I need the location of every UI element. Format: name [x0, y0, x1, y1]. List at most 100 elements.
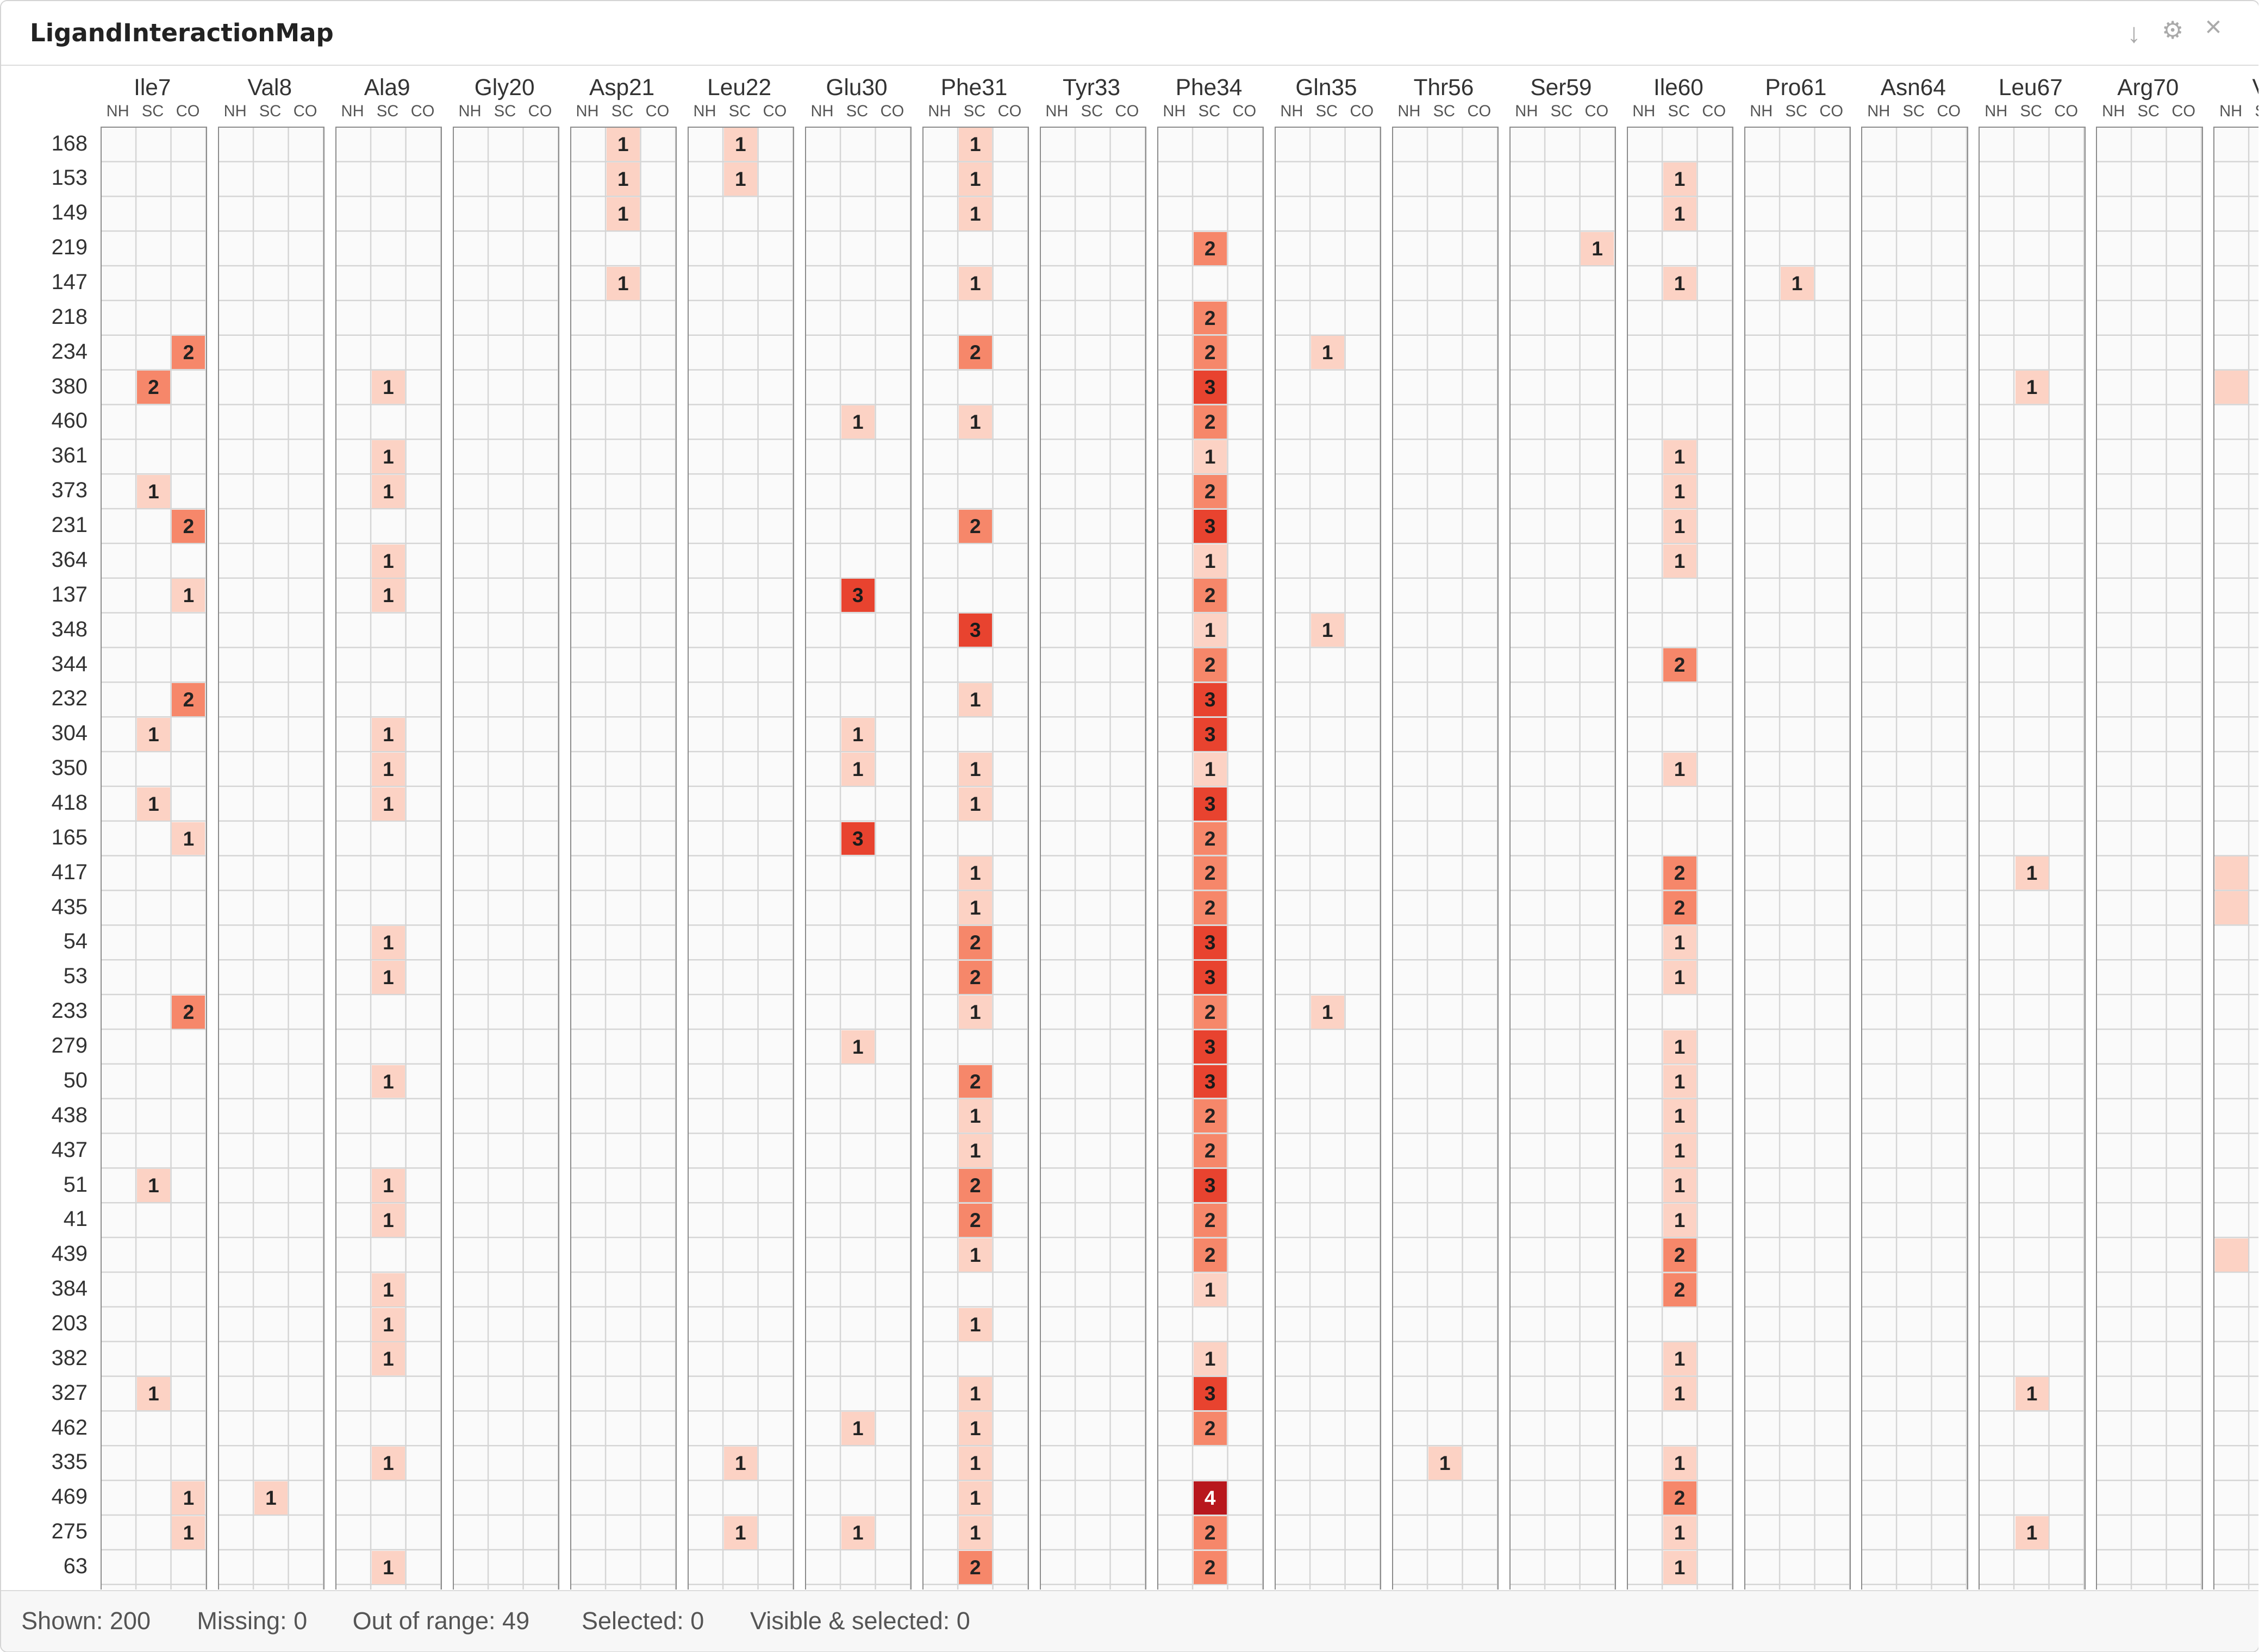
- interaction-cell[interactable]: 2: [1193, 1238, 1227, 1272]
- interaction-cell[interactable]: 1: [371, 371, 405, 404]
- interaction-cell[interactable]: 1: [1663, 1134, 1696, 1168]
- interaction-cell[interactable]: 2: [1193, 822, 1227, 855]
- interaction-cell[interactable]: 2: [958, 1204, 992, 1237]
- interaction-cell[interactable]: 1: [371, 544, 405, 578]
- residue-header-ala9[interactable]: Ala9: [364, 74, 410, 101]
- interaction-cell[interactable]: 3: [1193, 1065, 1227, 1098]
- interaction-cell[interactable]: 2: [1193, 856, 1227, 890]
- interaction-cell[interactable]: 2: [958, 960, 992, 994]
- interaction-cell[interactable]: 1: [1193, 440, 1227, 473]
- interaction-cell[interactable]: 1: [136, 1169, 170, 1203]
- interaction-cell[interactable]: 2: [1193, 579, 1227, 612]
- interaction-cell[interactable]: 2: [1663, 648, 1696, 682]
- interaction-cell[interactable]: 1: [1663, 1342, 1696, 1376]
- interaction-cell[interactable]: 1: [1663, 1204, 1696, 1237]
- interaction-cell[interactable]: 1: [254, 1481, 288, 1515]
- interaction-cell[interactable]: 3: [1193, 1377, 1227, 1411]
- interaction-cell[interactable]: 1: [958, 752, 992, 786]
- interaction-cell[interactable]: 3: [841, 579, 875, 612]
- interaction-cell[interactable]: 3: [1193, 1169, 1227, 1203]
- interaction-cell[interactable]: 1: [1663, 1447, 1696, 1480]
- close-icon[interactable]: ×: [2205, 11, 2222, 43]
- interaction-cell[interactable]: 1: [1311, 614, 1344, 647]
- interaction-cell[interactable]: 1: [958, 162, 992, 196]
- interaction-cell[interactable]: 1: [1663, 474, 1696, 508]
- interaction-cell[interactable]: 1: [958, 856, 992, 890]
- interaction-cell[interactable]: 3: [1193, 1030, 1227, 1063]
- residue-header-val8[interactable]: Val8: [247, 74, 292, 101]
- interaction-cell[interactable]: 1: [958, 1377, 992, 1411]
- residue-header-leu67[interactable]: Leu67: [1998, 74, 2063, 101]
- interaction-cell[interactable]: 2: [958, 1550, 992, 1584]
- interaction-cell[interactable]: 1: [1193, 614, 1227, 647]
- interaction-cell[interactable]: 2: [1193, 474, 1227, 508]
- interaction-cell[interactable]: 2: [1663, 891, 1696, 925]
- residue-header-asn64[interactable]: Asn64: [1880, 74, 1946, 101]
- interaction-cell[interactable]: 3: [1193, 371, 1227, 404]
- interaction-cell[interactable]: 2: [1193, 648, 1227, 682]
- interaction-cell[interactable]: 1: [1193, 1273, 1227, 1306]
- interaction-cell[interactable]: 1: [958, 995, 992, 1029]
- interaction-cell[interactable]: 1: [841, 717, 875, 751]
- interaction-cell[interactable]: 4: [1193, 1481, 1227, 1515]
- interaction-cell[interactable]: 1: [958, 787, 992, 821]
- interaction-cell[interactable]: 1: [136, 1377, 170, 1411]
- interaction-cell[interactable]: 3: [958, 614, 992, 647]
- interaction-cell[interactable]: 1: [1663, 1099, 1696, 1133]
- interaction-cell[interactable]: 1: [1428, 1447, 1462, 1480]
- interaction-cell[interactable]: 1: [723, 1516, 757, 1549]
- interaction-cell[interactable]: 1: [1663, 197, 1696, 230]
- interaction-cell[interactable]: 2: [958, 336, 992, 370]
- interaction-cell[interactable]: 1: [1193, 1342, 1227, 1376]
- interaction-cell[interactable]: 2: [1193, 1134, 1227, 1168]
- interaction-cell[interactable]: 1: [1663, 509, 1696, 543]
- interaction-cell[interactable]: 1: [371, 960, 405, 994]
- interaction-cell[interactable]: 1: [1663, 544, 1696, 578]
- interaction-cell[interactable]: [2215, 1238, 2248, 1272]
- interaction-cell[interactable]: 1: [1663, 1550, 1696, 1584]
- interaction-cell[interactable]: 2: [1193, 1516, 1227, 1549]
- interaction-cell[interactable]: 1: [958, 1134, 992, 1168]
- interaction-cell[interactable]: 2: [1193, 405, 1227, 439]
- interaction-cell[interactable]: 1: [371, 926, 405, 960]
- interaction-cell[interactable]: 1: [2015, 1516, 2049, 1549]
- interaction-cell[interactable]: 3: [1193, 960, 1227, 994]
- interaction-cell[interactable]: 1: [723, 162, 757, 196]
- interaction-cell[interactable]: 1: [606, 266, 640, 300]
- residue-header-pro61[interactable]: Pro61: [1765, 74, 1827, 101]
- interaction-cell[interactable]: 1: [371, 717, 405, 751]
- interaction-cell[interactable]: 1: [371, 440, 405, 473]
- residue-header-gln35[interactable]: Gln35: [1295, 74, 1357, 101]
- download-icon[interactable]: ↓: [2127, 17, 2141, 48]
- interaction-cell[interactable]: 1: [136, 787, 170, 821]
- interaction-cell[interactable]: 1: [1311, 995, 1344, 1029]
- interaction-cell[interactable]: 1: [841, 405, 875, 439]
- residue-header-thr56[interactable]: Thr56: [1413, 74, 1474, 101]
- residue-header-leu22[interactable]: Leu22: [707, 74, 772, 101]
- interaction-cell[interactable]: 3: [841, 822, 875, 855]
- interaction-cell[interactable]: 1: [1581, 231, 1614, 265]
- interaction-cell[interactable]: 2: [958, 1065, 992, 1098]
- interaction-cell[interactable]: 1: [1663, 752, 1696, 786]
- interaction-cell[interactable]: 1: [723, 1447, 757, 1480]
- interaction-cell[interactable]: 1: [958, 1238, 992, 1272]
- interaction-cell[interactable]: 2: [1193, 1412, 1227, 1446]
- interaction-cell[interactable]: 1: [606, 162, 640, 196]
- interaction-cell[interactable]: 2: [1193, 1204, 1227, 1237]
- residue-header-glu30[interactable]: Glu30: [826, 74, 888, 101]
- interaction-cell[interactable]: 1: [1663, 440, 1696, 473]
- interaction-cell[interactable]: 1: [2015, 856, 2049, 890]
- interaction-cell[interactable]: [2215, 371, 2248, 404]
- interaction-cell[interactable]: 2: [1663, 1273, 1696, 1306]
- interaction-cell[interactable]: 1: [958, 683, 992, 716]
- interaction-cell[interactable]: 1: [2015, 1377, 2049, 1411]
- interaction-cell[interactable]: 1: [371, 1169, 405, 1203]
- interaction-cell[interactable]: 1: [958, 1307, 992, 1341]
- residue-header-asp21[interactable]: Asp21: [589, 74, 655, 101]
- interaction-cell[interactable]: 2: [1193, 336, 1227, 370]
- interaction-cell[interactable]: 1: [958, 128, 992, 161]
- interaction-cell[interactable]: 1: [606, 197, 640, 230]
- interaction-cell[interactable]: 2: [172, 509, 205, 543]
- interaction-cell[interactable]: 1: [1311, 336, 1344, 370]
- residue-header-phe34[interactable]: Phe34: [1175, 74, 1243, 101]
